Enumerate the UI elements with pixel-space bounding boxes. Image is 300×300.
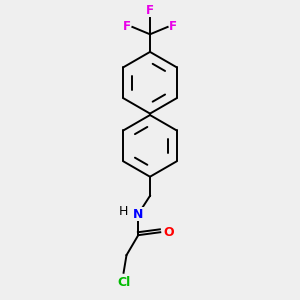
Text: F: F — [123, 20, 131, 33]
Text: F: F — [169, 20, 177, 33]
Text: O: O — [164, 226, 174, 239]
Text: Cl: Cl — [117, 276, 130, 289]
Text: N: N — [133, 208, 143, 220]
Text: H: H — [118, 205, 128, 218]
Text: F: F — [146, 4, 154, 17]
